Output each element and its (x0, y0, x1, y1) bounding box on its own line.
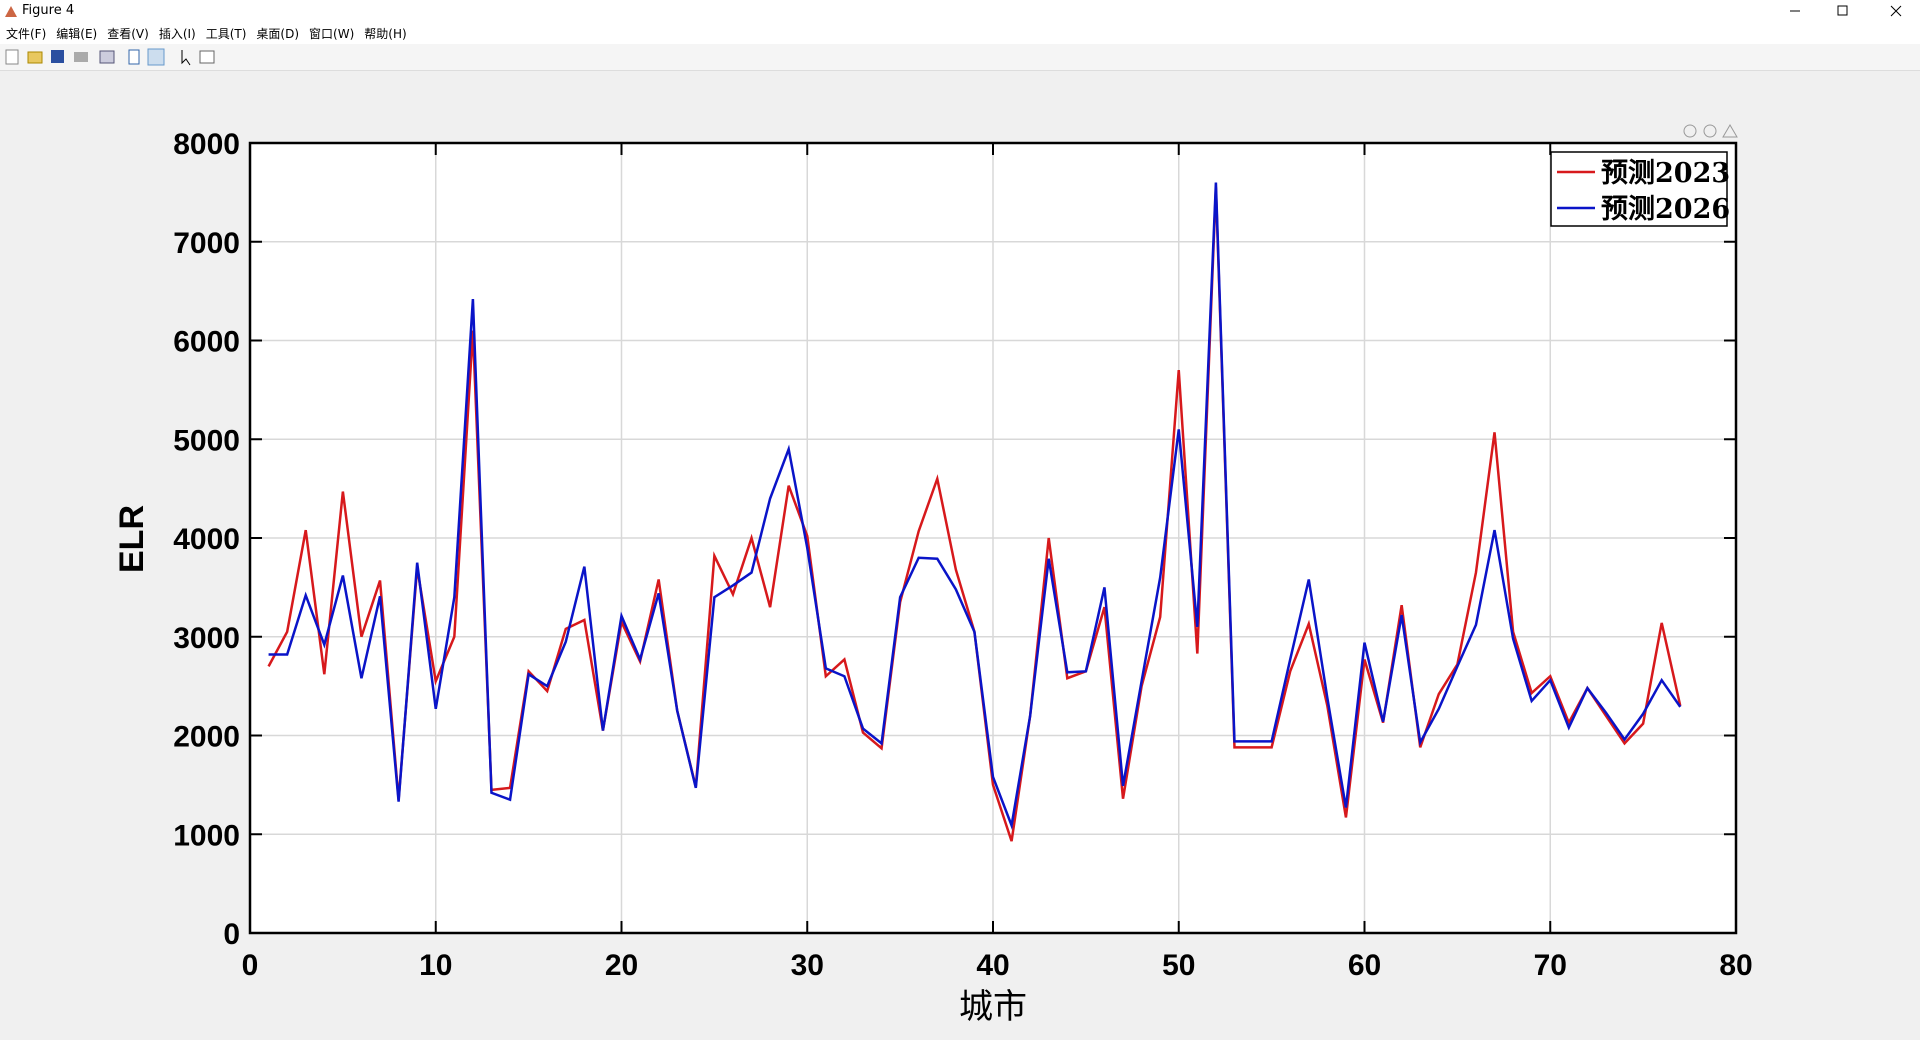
pointer-icon[interactable] (181, 50, 191, 66)
y-tick-label: 4000 (173, 523, 240, 556)
legend-label: 预测2026 (1601, 194, 1730, 225)
y-tick-label: 7000 (173, 227, 240, 260)
toolbar-icons[interactable] (0, 44, 240, 70)
x-tick-label: 60 (1348, 949, 1381, 982)
axes-box (248, 141, 1738, 935)
axes-toolbar[interactable] (1683, 124, 1738, 138)
close[interactable] (1890, 5, 1902, 17)
property-icon[interactable] (199, 50, 215, 64)
menu-item[interactable]: 工具(T) (205, 26, 247, 41)
restore[interactable] (1837, 5, 1848, 16)
legend-box (1550, 151, 1728, 227)
y-tick-label: 6000 (173, 326, 240, 359)
print-icon[interactable] (74, 52, 88, 62)
x-tick-label: 0 (242, 949, 259, 982)
menu-item[interactable]: 窗口(W) (309, 26, 355, 41)
window-title: Figure 4 (22, 3, 75, 18)
series-line (268, 182, 1682, 831)
menu-item[interactable]: 编辑(E) (56, 26, 98, 41)
menu-item[interactable]: 桌面(D) (256, 26, 300, 41)
x-tick-label: 20 (605, 949, 638, 982)
y-tick-label: 2000 (173, 721, 240, 754)
x-axis-label: 城市 (959, 987, 1027, 1027)
menu-item[interactable]: 帮助(H) (364, 26, 407, 41)
legend-label: 预测2023 (1601, 158, 1730, 189)
dock-icon[interactable] (128, 49, 140, 65)
menu-bar: 文件(F) 编辑(E) 查看(V) 插入(I) 工具(T) 桌面(D) 窗口(W) 帮助(H) (0, 22, 1920, 44)
save-icon[interactable] (51, 50, 64, 63)
menu-item[interactable]: 查看(V) (107, 26, 149, 41)
y-tick-label: 3000 (173, 622, 240, 655)
open-icon[interactable] (27, 51, 43, 64)
y-tick-label: 5000 (173, 424, 240, 457)
x-tick-label: 10 (419, 949, 452, 982)
y-tick-label: 1000 (173, 819, 240, 852)
x-tick-label: 50 (1162, 949, 1195, 982)
x-tick-label: 40 (976, 949, 1009, 982)
x-tick-label: 30 (791, 949, 824, 982)
new-icon[interactable] (5, 49, 19, 65)
chart: ELR 城市 0 1000 2000 3000 4000 5000 6000 7000 8000… (113, 124, 1753, 1027)
y-axis-label: ELR (113, 505, 151, 573)
y-tick-label: 0 (223, 918, 240, 951)
legend-icon[interactable] (147, 48, 165, 66)
x-tick-label: 70 (1534, 949, 1567, 982)
menu-item[interactable]: 插入(I) (158, 26, 196, 41)
menu-item[interactable]: 文件(F) (6, 26, 47, 41)
toolbar (0, 44, 1920, 71)
title-bar: Figure 4 (0, 0, 1920, 22)
x-tick-label: 80 (1719, 949, 1752, 982)
app-icon (5, 6, 17, 17)
window-controls[interactable] (1770, 0, 1920, 22)
y-tick-label: 8000 (173, 128, 240, 161)
link-icon[interactable] (99, 50, 115, 64)
